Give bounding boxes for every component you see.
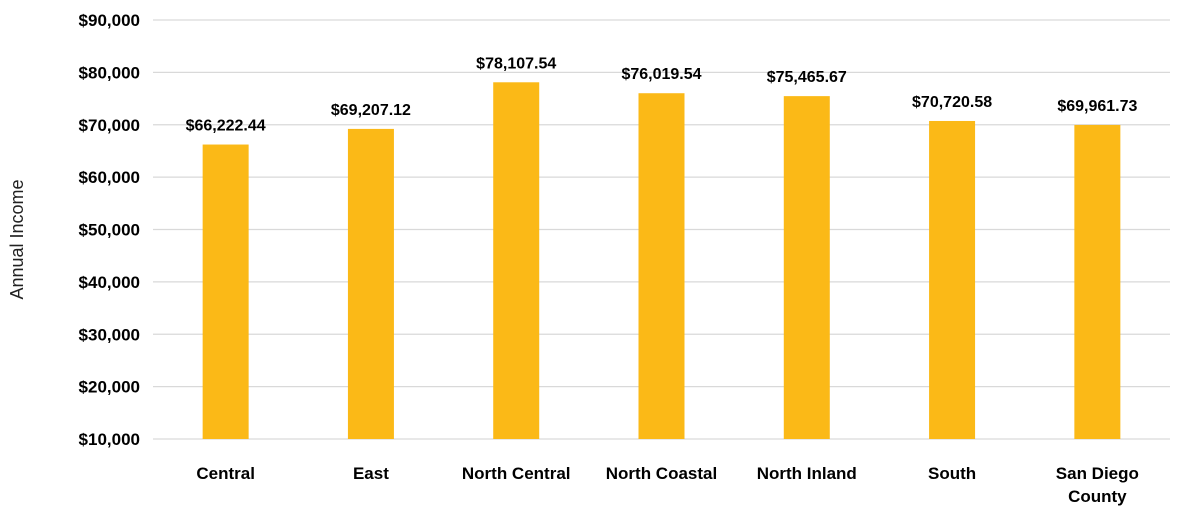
- data-label: $78,107.54: [476, 55, 556, 72]
- y-tick-label: $80,000: [79, 63, 140, 82]
- data-labels: $66,222.44 $69,207.12 $78,107.54 $76,019.54…: [186, 55, 1138, 134]
- category-label: East: [353, 464, 389, 483]
- bar: [202, 144, 249, 439]
- bar: [783, 96, 830, 440]
- data-label: $69,207.12: [331, 102, 411, 119]
- category-label: Central: [196, 464, 255, 483]
- y-axis-ticks: $10,000 $20,000 $30,000 $40,000 $50,000 $60,0…: [79, 11, 140, 449]
- data-label: $66,222.44: [186, 118, 266, 135]
- category-label: North Central: [462, 464, 571, 483]
- bars: [202, 82, 1121, 440]
- data-label: $76,019.54: [621, 66, 701, 83]
- bar: [638, 93, 685, 439]
- x-axis-categories: Central East North Central North Coastal Nor…: [196, 464, 1139, 506]
- y-tick-label: $90,000: [79, 11, 140, 30]
- y-tick-label: $50,000: [79, 221, 140, 240]
- y-tick-label: $10,000: [79, 430, 140, 449]
- category-label: San Diego County: [1056, 464, 1139, 506]
- y-tick-label: $30,000: [79, 325, 140, 344]
- y-tick-label: $70,000: [79, 116, 140, 135]
- category-label: North Coastal: [606, 464, 717, 483]
- category-label: North Inland: [757, 464, 857, 483]
- bar: [1074, 124, 1121, 439]
- y-axis-title: Annual Income: [7, 179, 27, 299]
- data-label: $69,961.73: [1057, 98, 1137, 115]
- bar: [929, 120, 976, 440]
- data-label: $70,720.58: [912, 94, 992, 111]
- y-tick-label: $40,000: [79, 273, 140, 292]
- bar: [347, 128, 394, 439]
- bar: [493, 82, 540, 440]
- y-tick-label: $20,000: [79, 378, 140, 397]
- data-label: $75,465.67: [767, 69, 847, 86]
- category-label: South: [928, 464, 976, 483]
- y-tick-label: $60,000: [79, 168, 140, 187]
